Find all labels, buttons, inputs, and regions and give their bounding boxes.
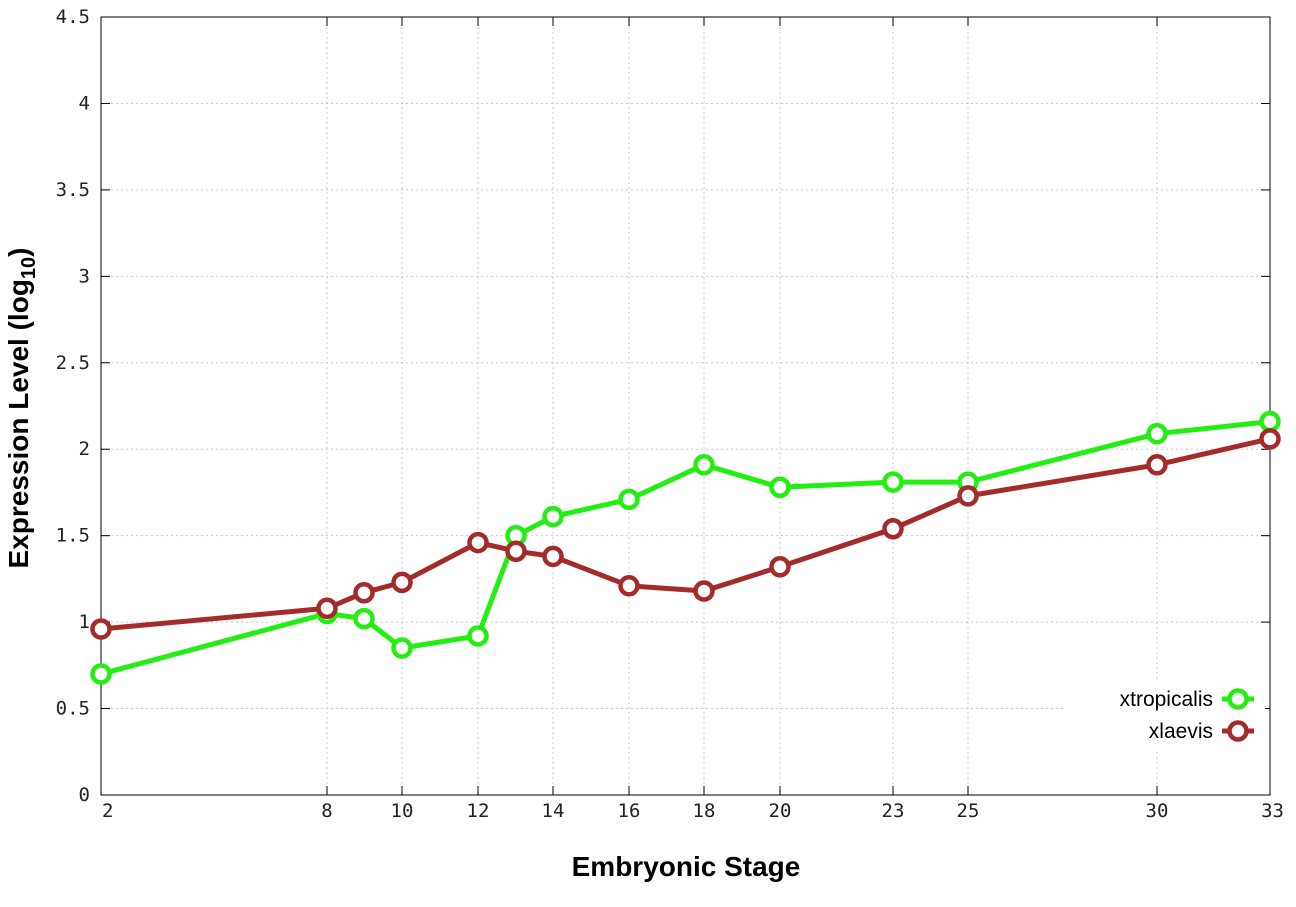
- legend-marker: [1227, 688, 1249, 710]
- y-tick-label: 0: [79, 784, 90, 806]
- data-point: [769, 556, 791, 578]
- y-axis-title-main: Expression Level (log: [3, 279, 34, 568]
- data-point: [1146, 454, 1168, 476]
- data-point: [882, 471, 904, 493]
- data-point: [693, 580, 715, 602]
- legend-entry-xtropicalis: xtropicalis: [1120, 688, 1254, 711]
- data-point: [618, 575, 640, 597]
- y-tick-label: 0.5: [56, 698, 90, 720]
- x-tick-label: 12: [467, 800, 490, 822]
- x-tick-label: 8: [321, 800, 332, 822]
- grid-lines: [101, 17, 1270, 795]
- data-point: [1259, 428, 1281, 450]
- y-tick-label: 3.5: [56, 179, 90, 201]
- legend: xtropicalis xlaevis: [1065, 680, 1265, 752]
- data-series: [90, 410, 1281, 685]
- data-point: [353, 607, 375, 630]
- data-point: [769, 476, 791, 499]
- data-point: [957, 485, 979, 507]
- data-point: [1259, 410, 1281, 433]
- x-axis-title: Embryonic Stage: [572, 851, 801, 882]
- data-point: [505, 540, 527, 562]
- legend-label: xtropicalis: [1120, 688, 1213, 711]
- y-tick-label: 4.5: [56, 6, 90, 28]
- x-tick-label: 10: [391, 800, 414, 822]
- data-point: [90, 663, 112, 685]
- legend-label: xlaevis: [1149, 720, 1213, 743]
- x-tick-label: 18: [693, 800, 716, 822]
- data-point: [316, 597, 338, 620]
- y-tick-label: 2: [79, 438, 90, 460]
- axes: 0 0.5 1 1.5 2 2.5 3 3.5 4 4.5 2 8 10 12 14 16 18 20 23 25 30…: [56, 6, 1284, 822]
- x-tick-label: 25: [957, 800, 980, 822]
- y-tick-label: 2.5: [56, 352, 90, 374]
- series-line-xtropicalis: [100, 419, 1271, 677]
- data-point: [391, 637, 413, 659]
- x-tick-label: 30: [1146, 800, 1169, 822]
- x-tick-label: 2: [102, 800, 113, 822]
- plot-frame: [100, 16, 1271, 796]
- y-axis-title-close: ): [3, 248, 34, 257]
- series-xtropicalis: [90, 410, 1281, 685]
- data-point: [353, 581, 375, 604]
- data-point: [542, 545, 564, 568]
- y-axis-title: Expression Level (log10): [3, 248, 40, 569]
- data-point: [467, 531, 489, 554]
- x-tick-label: 33: [1261, 800, 1284, 822]
- x-tick-label: 23: [882, 800, 905, 822]
- data-point: [391, 571, 413, 594]
- data-point: [1146, 422, 1168, 445]
- legend-marker: [1227, 720, 1249, 742]
- x-tick-label: 20: [769, 800, 792, 822]
- y-tick-label: 1.5: [56, 525, 90, 547]
- x-tick-label: 16: [618, 800, 641, 822]
- y-axis-title-subscript: 10: [18, 257, 40, 279]
- legend-entry-xlaevis: xlaevis: [1149, 720, 1254, 743]
- x-tick-label: 14: [542, 800, 565, 822]
- data-point: [542, 505, 564, 528]
- series-xlaevis: [90, 428, 1281, 640]
- y-tick-label: 3: [79, 265, 90, 287]
- data-point: [467, 625, 489, 647]
- y-tick-label: 1: [79, 611, 90, 633]
- y-tick-label: 4: [79, 92, 90, 114]
- series-line-xlaevis: [100, 436, 1271, 632]
- data-point: [618, 488, 640, 511]
- data-point: [693, 454, 715, 476]
- data-point: [882, 518, 904, 540]
- data-point: [90, 618, 112, 640]
